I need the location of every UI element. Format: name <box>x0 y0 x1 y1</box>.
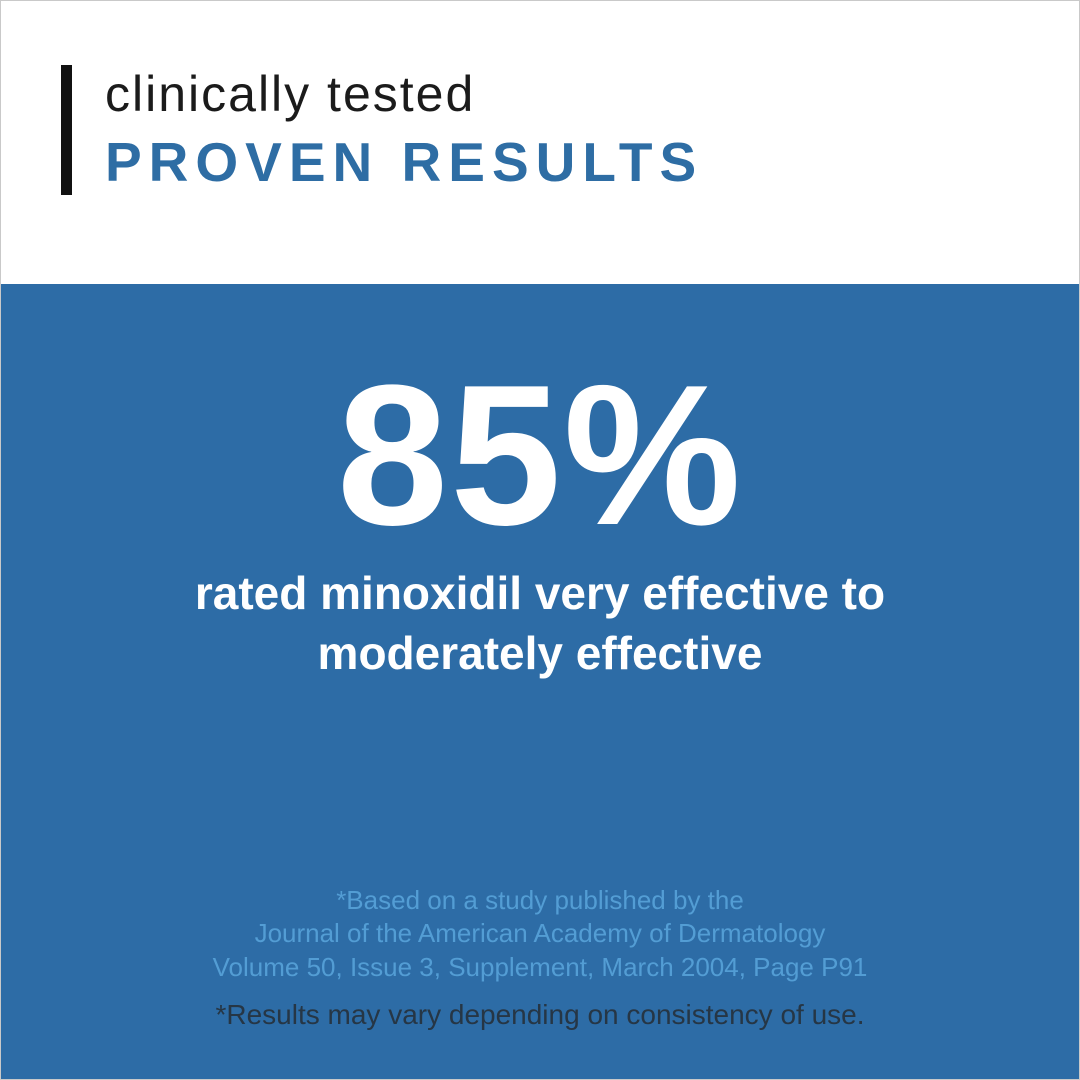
source-citation: *Based on a study published by the Journ… <box>213 884 868 985</box>
header-titles: clinically tested PROVEN RESULTS <box>105 65 703 193</box>
stat-panel: 85% rated minoxidil very effective to mo… <box>1 284 1079 1079</box>
disclaimer-text: *Results may vary depending on consisten… <box>215 998 865 1030</box>
page-title: PROVEN RESULTS <box>105 131 704 193</box>
stat-value: 85% <box>336 344 744 567</box>
header-section: clinically tested PROVEN RESULTS <box>1 1 1079 284</box>
source-citation-line3: Volume 50, Issue 3, Supplement, March 20… <box>212 952 868 983</box>
stat-description: rated minoxidil very effective to modera… <box>195 564 885 684</box>
eyebrow-text: clinically tested <box>105 66 476 122</box>
source-citation-line1: *Based on a study published by the <box>336 884 744 915</box>
stat-description-line1: rated minoxidil very effective to <box>194 567 886 619</box>
source-citation-line2: Journal of the American Academy of Derma… <box>254 918 826 949</box>
accent-bar <box>61 65 72 195</box>
stat-description-line2: moderately effective <box>317 626 763 679</box>
